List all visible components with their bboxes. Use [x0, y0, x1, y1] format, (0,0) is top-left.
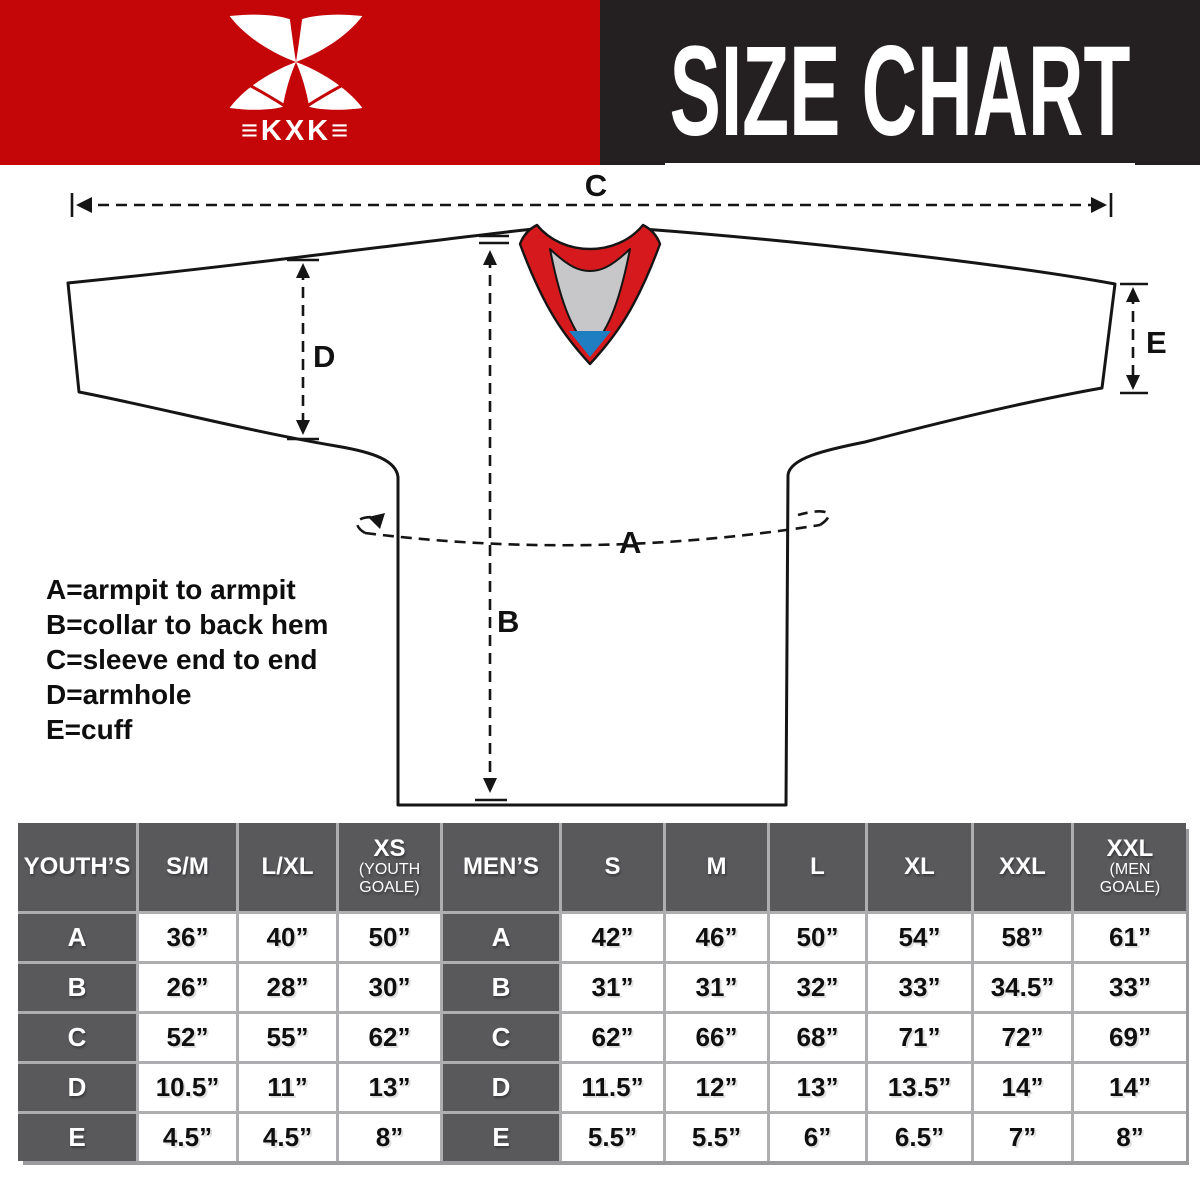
row-label-cell: E — [18, 1114, 136, 1161]
size-value-cell: 5.5” — [562, 1114, 663, 1161]
collar-inner — [549, 248, 631, 352]
size-value-cell: 34.5” — [974, 964, 1071, 1011]
dimension-label-d: D — [313, 339, 335, 374]
legend-line-c: C=sleeve end to end — [46, 644, 318, 675]
row-label-cell: D — [18, 1064, 136, 1111]
top-banner: ≡KXK≡ SIZE CHART — [0, 0, 1200, 165]
jersey-outline — [66, 227, 1117, 807]
row-label-cell: E — [443, 1114, 559, 1161]
measurement-legend: A=armpit to armpit B=collar to back hem … — [46, 572, 328, 747]
size-value-cell: 6” — [770, 1114, 865, 1161]
size-value-cell: 12” — [666, 1064, 767, 1111]
column-header-sm: S/M — [139, 823, 236, 911]
brand-banner: ≡KXK≡ — [0, 0, 600, 165]
kxk-logo-icon — [229, 14, 363, 110]
column-header-m: M — [666, 823, 767, 911]
size-value-cell: 11” — [239, 1064, 336, 1111]
size-value-cell: 6.5” — [868, 1114, 971, 1161]
row-label-cell: C — [443, 1014, 559, 1061]
size-value-cell: 36” — [139, 914, 236, 961]
row-label-cell: A — [18, 914, 136, 961]
dimension-label-c: C — [585, 168, 607, 203]
row-label-cell: B — [18, 964, 136, 1011]
size-value-cell: 50” — [770, 914, 865, 961]
size-value-cell: 54” — [868, 914, 971, 961]
jersey-diagram: C D B A E — [66, 168, 1167, 807]
size-value-cell: 14” — [974, 1064, 1071, 1111]
size-table: YOUTH’S S/M L/XL XS (YOUTH GOALE) MEN’S … — [18, 823, 1186, 1161]
size-value-cell: 8” — [339, 1114, 440, 1161]
column-header-xxl-men-goalie: XXL (MEN GOALE) — [1074, 823, 1186, 911]
size-value-cell: 62” — [339, 1014, 440, 1061]
size-value-cell: 13” — [770, 1064, 865, 1111]
goalie-size-note: (YOUTH GOALE) — [358, 861, 421, 896]
size-value-cell: 10.5” — [139, 1064, 236, 1111]
size-value-cell: 7” — [974, 1114, 1071, 1161]
column-header-mens: MEN’S — [443, 823, 559, 911]
dimension-label-a: A — [619, 525, 641, 560]
legend-line-a: A=armpit to armpit — [46, 574, 296, 605]
size-value-cell: 62” — [562, 1014, 663, 1061]
legend-line-d: D=armhole — [46, 679, 192, 710]
logo-wordmark: ≡KXK≡ — [240, 115, 352, 147]
size-value-cell: 13.5” — [868, 1064, 971, 1111]
goalie-size-label: XS — [373, 835, 406, 862]
row-label-cell: D — [443, 1064, 559, 1111]
size-value-cell: 50” — [339, 914, 440, 961]
legend-line-e: E=cuff — [46, 714, 133, 745]
size-value-cell: 31” — [562, 964, 663, 1011]
size-value-cell: 4.5” — [239, 1114, 336, 1161]
size-value-cell: 28” — [239, 964, 336, 1011]
goalie-size-note: (MEN GOALE) — [1099, 861, 1161, 896]
column-header-youths: YOUTH’S — [18, 823, 136, 911]
size-value-cell: 40” — [239, 914, 336, 961]
dimension-label-e: E — [1146, 325, 1167, 360]
size-value-cell: 32” — [770, 964, 865, 1011]
column-header-xl: XL — [868, 823, 971, 911]
size-value-cell: 31” — [666, 964, 767, 1011]
collar-insert — [569, 331, 611, 357]
row-label-cell: B — [443, 964, 559, 1011]
size-value-cell: 33” — [1074, 964, 1186, 1011]
size-value-cell: 8” — [1074, 1114, 1186, 1161]
column-header-s: S — [562, 823, 663, 911]
size-value-cell: 46” — [666, 914, 767, 961]
column-header-xxl: XXL — [974, 823, 1071, 911]
size-value-cell: 55” — [239, 1014, 336, 1061]
size-value-cell: 66” — [666, 1014, 767, 1061]
goalie-size-label: XXL — [1106, 835, 1154, 862]
size-value-cell: 58” — [974, 914, 1071, 961]
column-header-l: L — [770, 823, 865, 911]
title-underline — [665, 163, 1135, 165]
size-value-cell: 52” — [139, 1014, 236, 1061]
size-value-cell: 42” — [562, 914, 663, 961]
size-value-cell: 68” — [770, 1014, 865, 1061]
size-value-cell: 33” — [868, 964, 971, 1011]
size-value-cell: 13” — [339, 1064, 440, 1111]
dimension-label-b: B — [497, 604, 519, 639]
column-header-lxl: L/XL — [239, 823, 336, 911]
size-value-cell: 4.5” — [139, 1114, 236, 1161]
size-value-cell: 5.5” — [666, 1114, 767, 1161]
size-value-cell: 30” — [339, 964, 440, 1011]
size-value-cell: 72” — [974, 1014, 1071, 1061]
page-title: SIZE CHART — [669, 20, 1131, 163]
legend-line-b: B=collar to back hem — [46, 609, 329, 640]
column-header-xs-youth-goalie: XS (YOUTH GOALE) — [339, 823, 440, 911]
row-label-cell: A — [443, 914, 559, 961]
brand-logo: ≡KXK≡ — [222, 14, 370, 146]
size-value-cell: 71” — [868, 1014, 971, 1061]
title-banner: SIZE CHART — [600, 0, 1200, 165]
size-value-cell: 14” — [1074, 1064, 1186, 1111]
size-value-cell: 61” — [1074, 914, 1186, 961]
size-value-cell: 26” — [139, 964, 236, 1011]
size-value-cell: 11.5” — [562, 1064, 663, 1111]
size-value-cell: 69” — [1074, 1014, 1186, 1061]
row-label-cell: C — [18, 1014, 136, 1061]
